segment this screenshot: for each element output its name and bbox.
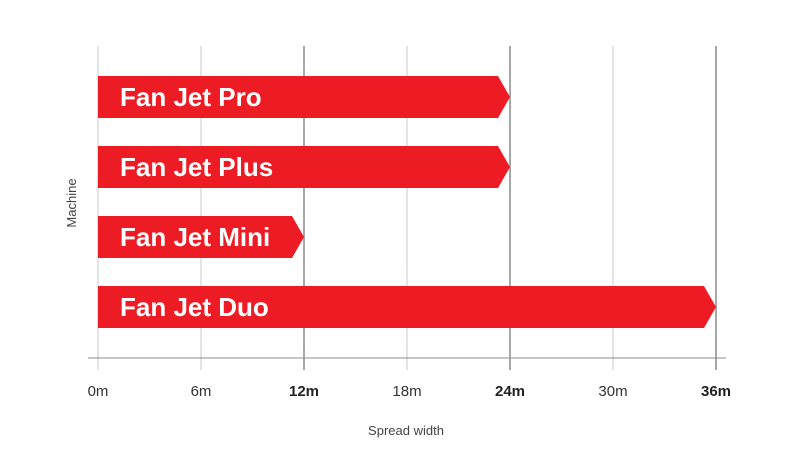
- y-axis-title: Machine: [64, 178, 79, 227]
- x-tick-label: 18m: [392, 383, 421, 400]
- x-tick-label: 6m: [191, 383, 212, 400]
- bar: [98, 286, 716, 328]
- bar-group: Fan Jet Plus: [98, 146, 510, 188]
- bar-label: Fan Jet Mini: [120, 222, 270, 252]
- x-axis-title: Spread width: [368, 423, 444, 438]
- bar: [98, 216, 304, 258]
- bar-label: Fan Jet Pro: [120, 82, 262, 112]
- bar-group: Fan Jet Mini: [98, 216, 304, 258]
- bar-group: Fan Jet Duo: [98, 286, 716, 328]
- bar-label: Fan Jet Duo: [120, 292, 269, 322]
- bars: Fan Jet Pro Fan Jet Plus Fan Jet Mini Fan J…: [98, 76, 716, 328]
- x-tick-label: 0m: [88, 383, 109, 400]
- bar: [98, 146, 510, 188]
- x-tick-label: 36m: [701, 383, 731, 400]
- x-tick-label: 24m: [495, 383, 525, 400]
- bar-group: Fan Jet Pro: [98, 76, 510, 118]
- x-tick-label: 12m: [289, 383, 319, 400]
- bar-label: Fan Jet Plus: [120, 152, 273, 182]
- bar: [98, 76, 510, 118]
- x-tick-labels: 0m 6m 12m 18m 24m 30m 36m: [88, 383, 731, 400]
- x-tick-label: 30m: [598, 383, 627, 400]
